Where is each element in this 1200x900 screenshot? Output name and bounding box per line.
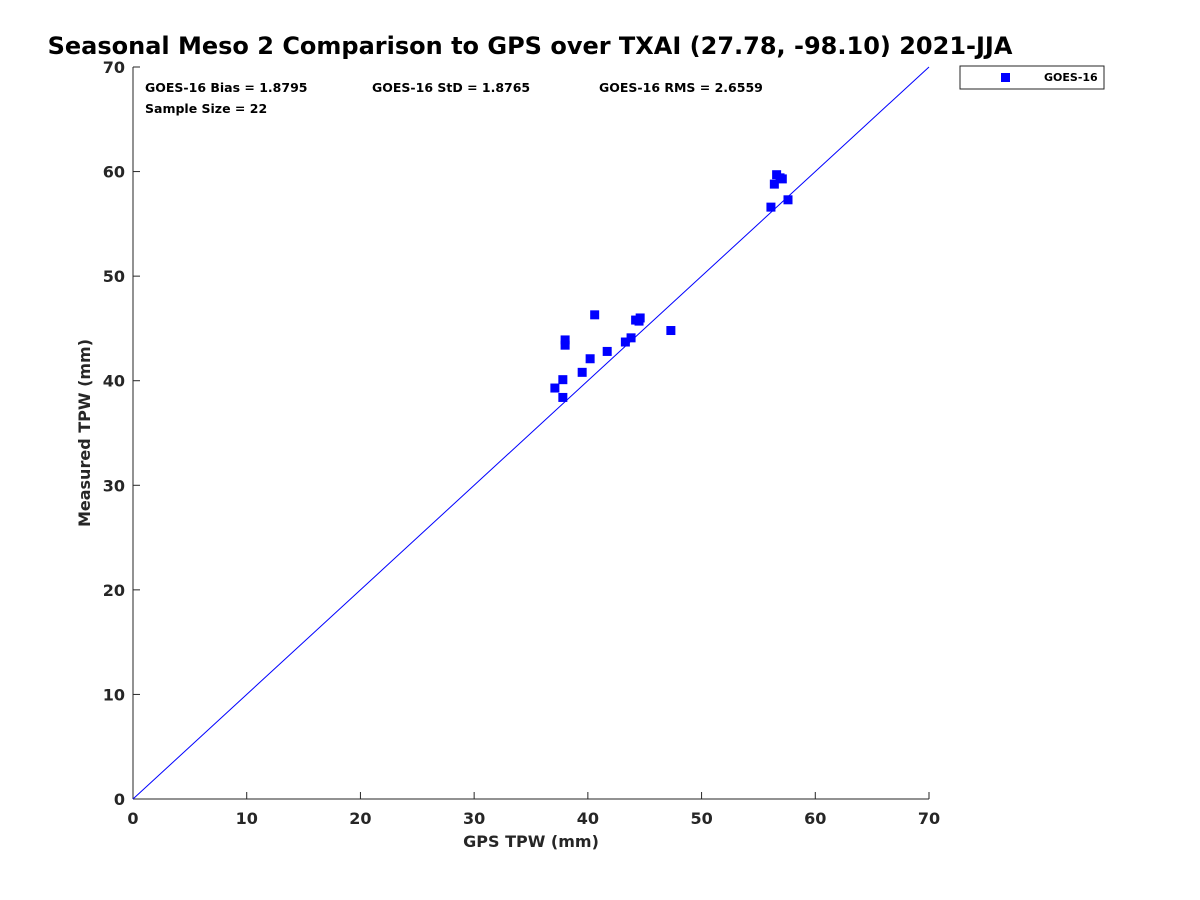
data-point	[783, 195, 793, 205]
data-point	[558, 375, 568, 385]
y-tick-label: 20	[103, 581, 125, 600]
x-tick-label: 10	[236, 809, 258, 828]
x-tick-label: 60	[804, 809, 826, 828]
data-point	[626, 333, 636, 343]
y-tick-label: 10	[103, 685, 125, 704]
data-point	[585, 354, 595, 364]
statistics-annotations: GOES-16 Bias = 1.8795 GOES-16 StD = 1.87…	[145, 80, 763, 116]
data-point	[620, 337, 630, 347]
data-point	[777, 174, 787, 184]
x-tick-label: 70	[918, 809, 940, 828]
y-tick-label: 70	[103, 58, 125, 77]
x-axis-label: GPS TPW (mm)	[463, 832, 599, 851]
plot-area	[132, 67, 929, 800]
y-tick-label: 50	[103, 267, 125, 286]
legend-label-goes16: GOES-16	[1044, 71, 1098, 84]
x-tick-label: 50	[690, 809, 712, 828]
reference-line-group	[132, 66, 930, 800]
chart-title: Seasonal Meso 2 Comparison to GPS over T…	[48, 32, 1013, 60]
data-points	[550, 170, 793, 402]
x-tick-label: 0	[127, 809, 138, 828]
data-point	[769, 179, 779, 189]
y-axis-label: Measured TPW (mm)	[75, 339, 94, 527]
x-tick-label: 40	[577, 809, 599, 828]
data-point	[590, 310, 600, 320]
one-to-one-line	[132, 66, 930, 800]
y-tick-label: 0	[114, 790, 125, 809]
data-point	[577, 367, 587, 377]
y-tick-label: 60	[103, 163, 125, 182]
legend-marker-goes16	[1001, 73, 1010, 82]
legend-box	[959, 65, 1105, 90]
data-point	[766, 202, 776, 212]
std-annotation: GOES-16 StD = 1.8765	[372, 80, 530, 95]
data-point	[666, 326, 676, 336]
bias-annotation: GOES-16 Bias = 1.8795	[145, 80, 307, 95]
y-tick-label: 40	[103, 372, 125, 391]
axis-ticks: 0 10 20 30 40 50 60 70 0 10 20 30 40 50 60 70	[103, 58, 940, 828]
rms-annotation: GOES-16 RMS = 2.6559	[599, 80, 763, 95]
data-point	[560, 340, 570, 350]
y-tick-label: 30	[103, 476, 125, 495]
data-point	[560, 335, 570, 345]
x-tick-label: 20	[349, 809, 371, 828]
sample-size-annotation: Sample Size = 22	[145, 101, 267, 116]
legend[interactable]: GOES-16	[959, 65, 1105, 90]
data-point	[550, 383, 560, 393]
data-point	[602, 346, 612, 356]
data-point	[635, 313, 645, 323]
x-tick-label: 30	[463, 809, 485, 828]
data-point	[558, 392, 568, 402]
